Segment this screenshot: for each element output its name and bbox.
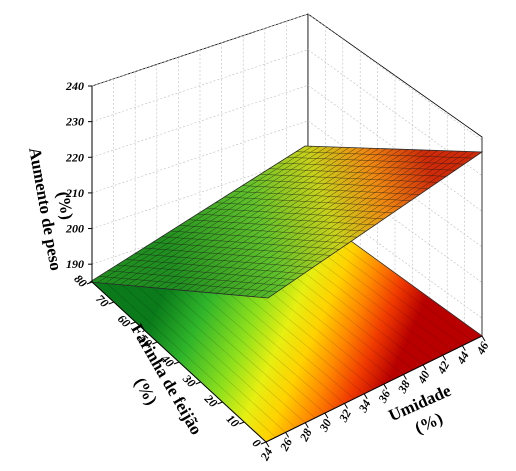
- z-tick-label: 240: [65, 79, 84, 93]
- x-tick-mark: [461, 345, 466, 351]
- x-tick-label: 34: [355, 397, 373, 415]
- x-tick-mark: [481, 335, 486, 342]
- y-tick-mark: [86, 281, 93, 285]
- x-axis-line: [265, 335, 483, 443]
- x-tick-label: 42: [434, 359, 452, 377]
- z-tick-label: 220: [65, 150, 84, 164]
- surface-mesh-line: [245, 151, 461, 297]
- x-tick-mark: [422, 364, 427, 371]
- wall-grid-line: [91, 120, 309, 194]
- x-tick-mark: [304, 422, 309, 428]
- z-tick-label: 210: [65, 186, 84, 200]
- y-tick-mark: [195, 381, 201, 385]
- surface-mesh-line: [253, 151, 468, 297]
- y-tick-mark: [152, 341, 158, 345]
- x-tick-label: 32: [336, 407, 354, 425]
- x-tick-label: 44: [453, 349, 471, 367]
- z-tick-label: 230: [65, 115, 84, 129]
- z-axis-title-line2: (%): [53, 190, 77, 221]
- x-tick-mark: [324, 412, 329, 419]
- z-tick-label: 190: [66, 257, 84, 271]
- x-tick-mark: [383, 383, 388, 390]
- floor-contour-line: [131, 268, 306, 423]
- y-tick-label: 80: [71, 272, 89, 290]
- wall-grid-line: [91, 84, 309, 158]
- x-tick-label: 30: [316, 417, 334, 435]
- x-tick-label: 26: [277, 436, 295, 454]
- x-tick-label: 40: [414, 368, 432, 386]
- floor-contour-line: [101, 278, 277, 438]
- floor-contour-line: [140, 265, 316, 419]
- x-tick-mark: [363, 393, 368, 400]
- surface-mesh: [97, 146, 475, 298]
- y-tick-mark: [217, 401, 223, 405]
- y-tick-mark: [108, 301, 114, 305]
- x-tick-mark: [403, 374, 407, 380]
- y-tick-mark: [173, 361, 180, 365]
- x-tick-mark: [344, 403, 348, 409]
- y-tick-mark: [260, 441, 267, 445]
- surface-mesh-line: [260, 151, 475, 298]
- x-tick-label: 38: [394, 378, 412, 396]
- z-tick-label: 200: [65, 222, 84, 236]
- surface-mesh-line: [296, 151, 474, 159]
- x-tick-label: 28: [296, 426, 314, 444]
- z-axis-ticks: 190 200 210 220 230 240: [65, 79, 92, 271]
- x-tick-mark: [265, 441, 270, 448]
- surface-mesh-line: [278, 162, 456, 171]
- wall-grid-line: [91, 49, 309, 122]
- y-tick-mark: [130, 321, 136, 325]
- surface-mesh-line: [287, 157, 465, 165]
- y-tick-mark: [239, 421, 245, 425]
- x-tick-mark: [285, 432, 290, 438]
- floor-contour-line: [111, 275, 286, 433]
- floor-contour-line: [121, 271, 296, 428]
- x-tick-label: 24: [257, 446, 275, 464]
- x-tick-mark: [442, 355, 447, 361]
- x-tick-label: 36: [375, 388, 393, 406]
- x-tick-label: 46: [473, 340, 491, 358]
- surface-mesh-line: [238, 150, 453, 296]
